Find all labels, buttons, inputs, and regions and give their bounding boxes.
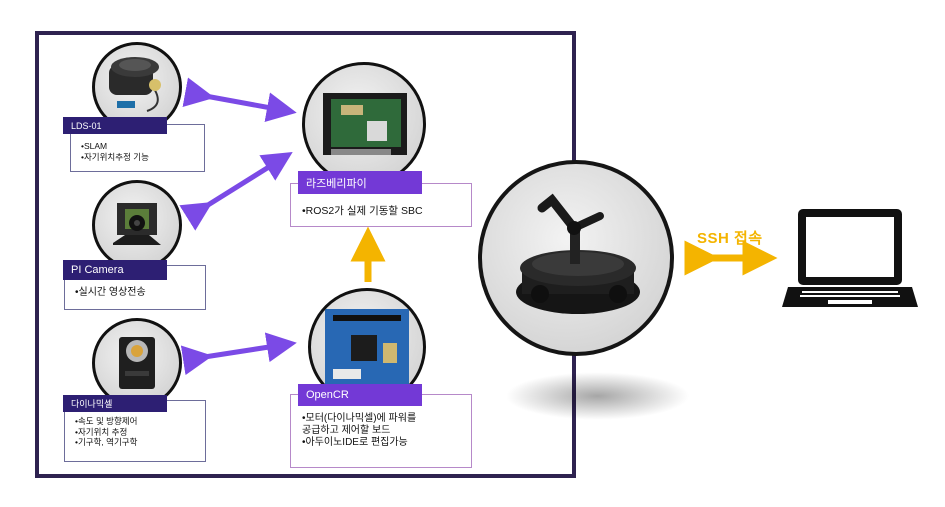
opencr-icon bbox=[325, 309, 409, 385]
lds-item: •SLAM bbox=[81, 141, 108, 151]
camera-image bbox=[92, 180, 182, 270]
opencr-item: •아두이노IDE로 편집가능 bbox=[302, 437, 408, 448]
opencr-label: OpenCR bbox=[298, 384, 422, 406]
robot-shadow bbox=[505, 372, 690, 420]
dynamixel-item: •자기위치 추정 bbox=[75, 426, 128, 437]
dynamixel-label: 다이나믹셀 bbox=[63, 395, 167, 412]
dynamixel-item: •속도 및 방향제어 bbox=[75, 416, 138, 426]
ssh-label: SSH 접속 bbox=[697, 230, 763, 247]
lds-item: •자기위치추정 기능 bbox=[81, 151, 149, 162]
camera-item: •실시간 영상전송 bbox=[75, 287, 146, 298]
rpi-item: •ROS2가 실제 기동할 SBC bbox=[302, 205, 423, 217]
dynamixel-item: •기구학, 역기구학 bbox=[75, 437, 138, 447]
raspberry-pi-icon bbox=[323, 93, 407, 155]
lds-label: LDS-01 bbox=[63, 117, 167, 134]
camera-label: PI Camera bbox=[63, 260, 167, 280]
lidar-icon bbox=[109, 57, 161, 112]
laptop-icon bbox=[782, 209, 918, 307]
opencr-item: 공급하고 제어할 보드 bbox=[302, 425, 391, 436]
robot-image bbox=[478, 160, 674, 356]
rpi-label: 라즈베리파이 bbox=[298, 171, 422, 194]
servo-icon bbox=[119, 337, 155, 389]
opencr-item: •모터(다이나믹셀)에 파워를 bbox=[302, 413, 417, 424]
turtlebot-icon bbox=[516, 193, 640, 314]
opencr-info-box bbox=[290, 394, 472, 468]
camera-icon bbox=[113, 203, 161, 245]
raspberry-pi-image bbox=[302, 62, 426, 186]
